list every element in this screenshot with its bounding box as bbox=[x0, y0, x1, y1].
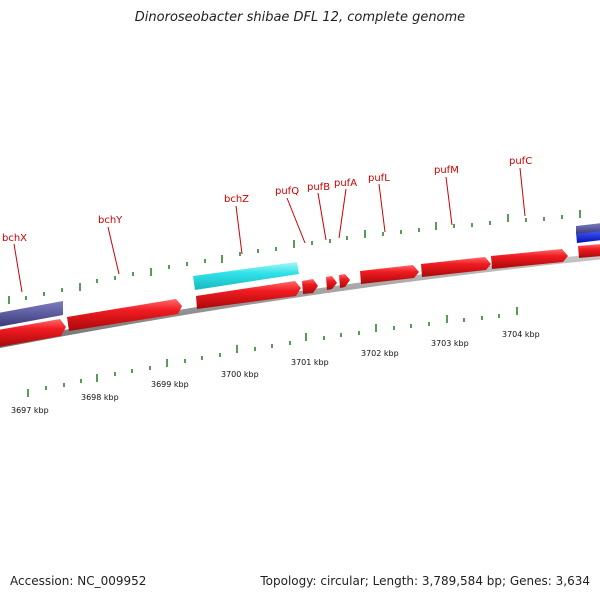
gene-label-pufQ: pufQ bbox=[275, 186, 299, 197]
gene-label-pufL: pufL bbox=[368, 173, 390, 184]
gene-arrow[interactable] bbox=[578, 244, 600, 258]
gene-arrow[interactable] bbox=[196, 281, 301, 309]
gene-bchZ[interactable] bbox=[193, 262, 299, 290]
kbp-label: 3700 kbp bbox=[221, 370, 259, 379]
kbp-label: 3703 kbp bbox=[431, 339, 469, 348]
gene-pufM[interactable] bbox=[421, 257, 491, 277]
gene-right-blue[interactable] bbox=[576, 230, 600, 243]
kbp-label: 3704 kbp bbox=[502, 330, 540, 339]
gene-arrow[interactable] bbox=[0, 319, 66, 347]
kbp-label: 3702 kbp bbox=[361, 349, 399, 358]
gene-pufB[interactable] bbox=[326, 276, 337, 290]
gene-bchY[interactable] bbox=[67, 299, 182, 331]
kbp-label: 3698 kbp bbox=[81, 393, 119, 402]
gene-label-bchX: bchX bbox=[2, 233, 27, 244]
gene-pufC[interactable] bbox=[491, 249, 568, 269]
gene-pufQ[interactable] bbox=[302, 279, 318, 294]
kbp-label: 3699 kbp bbox=[151, 380, 189, 389]
top-tick-row bbox=[8, 210, 581, 304]
forward-gene-track bbox=[0, 244, 600, 347]
gene-label-leaders bbox=[13, 167, 526, 293]
kbp-scale-labels: 3697 kbp 3698 kbp 3699 kbp 3700 kbp 3701… bbox=[11, 330, 540, 415]
kbp-label: 3701 kbp bbox=[291, 358, 329, 367]
gene-label-pufA: pufA bbox=[334, 178, 357, 189]
gene-label-pufM: pufM bbox=[434, 165, 459, 176]
accession-text: Accession: NC_009952 bbox=[10, 574, 147, 588]
gene-labels: bchX bchY bchZ pufQ pufB pufA pufL pufM … bbox=[2, 156, 532, 244]
gene-label-bchY: bchY bbox=[98, 215, 123, 226]
bottom-tick-row bbox=[27, 307, 518, 397]
gene-label-pufB: pufB bbox=[307, 182, 330, 193]
gene-label-pufC: pufC bbox=[509, 156, 532, 167]
genome-title: Dinoroseobacter shibae DFL 12, complete … bbox=[134, 10, 466, 25]
genome-summary-text: Topology: circular; Length: 3,789,584 bp… bbox=[260, 574, 590, 588]
gene-right-navy[interactable] bbox=[576, 223, 600, 234]
gene-label-bchZ: bchZ bbox=[224, 194, 249, 205]
gene-pufL[interactable] bbox=[360, 265, 419, 284]
kbp-label: 3697 kbp bbox=[11, 406, 49, 415]
gene-bchX[interactable] bbox=[0, 301, 63, 327]
gene-pufA[interactable] bbox=[339, 274, 350, 288]
